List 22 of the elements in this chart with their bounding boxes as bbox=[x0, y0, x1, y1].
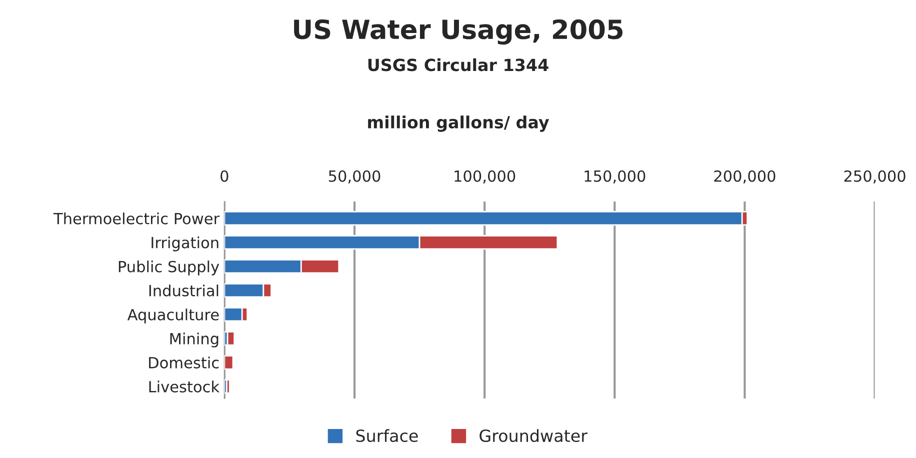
chart-title: US Water Usage, 2005 bbox=[294, 19, 622, 45]
y-tick-label: Domestic bbox=[149, 356, 219, 368]
bar bbox=[226, 379, 230, 394]
bar bbox=[226, 331, 235, 346]
y-tick-label: Public Supply bbox=[118, 260, 220, 276]
y-tick-label: Aquaculture bbox=[127, 308, 219, 324]
y-tick-label: Thermoelectric Power bbox=[53, 212, 220, 224]
x-tick-label: 100,000 bbox=[454, 170, 516, 184]
x-tick-label: 200,000 bbox=[714, 170, 776, 184]
x-tick-label: 50,000 bbox=[328, 170, 380, 184]
legend-label: Groundwater bbox=[480, 429, 588, 442]
y-tick-label: Livestock bbox=[149, 380, 220, 392]
y-tick-label: Irrigation bbox=[152, 236, 218, 252]
y-tick-label: Industrial bbox=[149, 284, 218, 296]
bar bbox=[224, 355, 234, 370]
legend-label: Surface bbox=[356, 429, 418, 442]
x-tick-label: 0 bbox=[220, 170, 228, 182]
x-tick-label: 250,000 bbox=[844, 170, 906, 184]
x-axis-title: million gallons/ day bbox=[368, 116, 549, 132]
x-tick-label: 150,000 bbox=[584, 170, 646, 184]
chart-subtitle: USGS Circular 1344 bbox=[368, 58, 548, 72]
y-tick-label: Mining bbox=[170, 332, 218, 348]
